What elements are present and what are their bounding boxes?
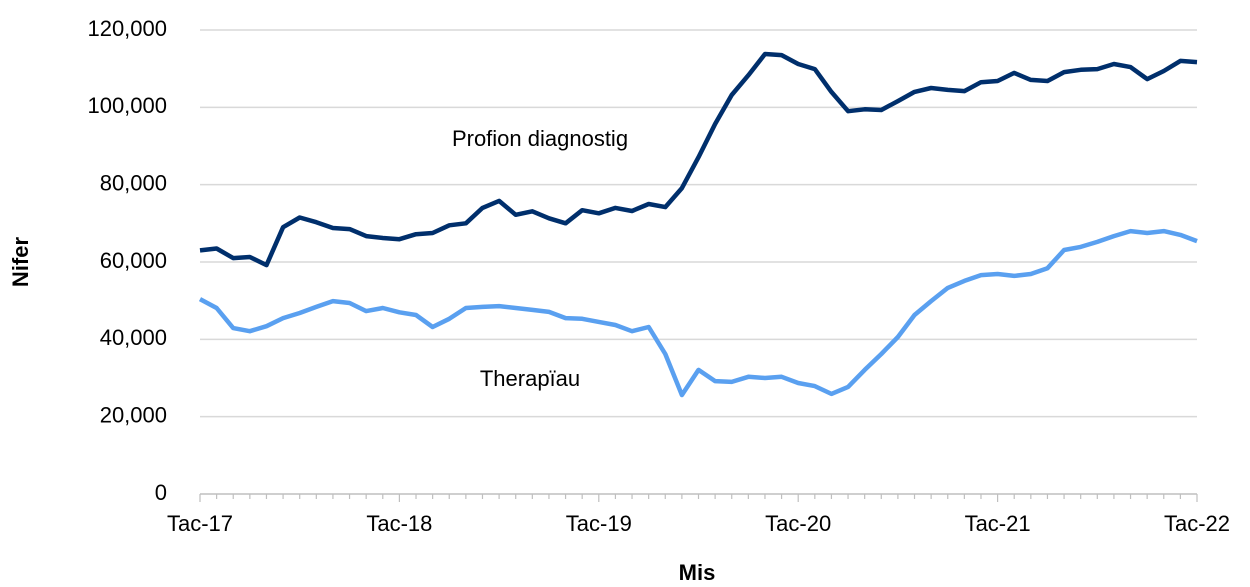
x-tick-label: Tac-19: [566, 511, 632, 536]
x-tick-label: Tac-18: [366, 511, 432, 536]
y-tick-label: 0: [155, 480, 167, 505]
y-axis-label: Nifer: [8, 237, 33, 288]
y-tick-label: 120,000: [87, 16, 167, 41]
series-line: [198, 228, 1198, 398]
x-tick-label: Tac-21: [965, 511, 1031, 536]
y-tick-label: 80,000: [100, 170, 167, 195]
x-tick-label: Tac-22: [1164, 511, 1230, 536]
y-tick-label: 40,000: [100, 325, 167, 350]
x-tick-label: Tac-20: [765, 511, 831, 536]
series-label: Profion diagnostig: [452, 126, 628, 151]
x-axis-label: Mis: [679, 560, 716, 585]
series-line: [199, 51, 1198, 268]
y-tick-label: 100,000: [87, 93, 167, 118]
x-tick-label: Tac-17: [167, 511, 233, 536]
series-label: Therapïau: [480, 366, 580, 391]
y-tick-label: 60,000: [100, 248, 167, 273]
y-tick-label: 20,000: [100, 402, 167, 427]
